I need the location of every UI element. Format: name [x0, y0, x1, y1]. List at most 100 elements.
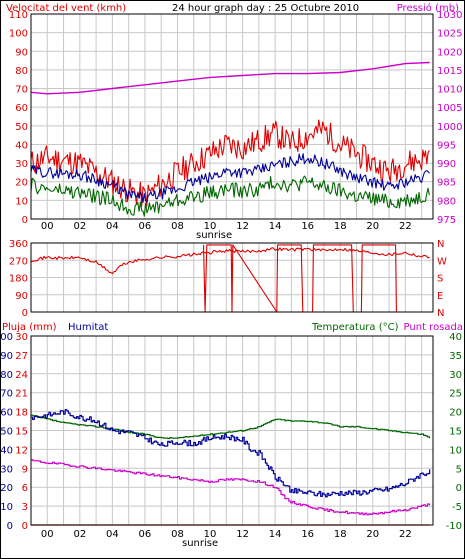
humidity-tick-label: 10: [0, 502, 13, 513]
temperature-tick-label: 10: [449, 445, 462, 456]
panel3-grid: [31, 336, 433, 525]
panel3-frame: [30, 335, 434, 526]
temperature-tick-label: 20: [449, 408, 462, 419]
panel3-humidity-ticks: 0 10 20 30 40 50 60 70 80 90 100: [0, 332, 13, 532]
x-tick-label: 10: [204, 221, 217, 232]
rain-tick-label: 0: [22, 521, 28, 532]
rain-tick-label: 9: [22, 464, 28, 475]
humidity-tick-label: 60: [0, 408, 13, 419]
panel1-left-axis-ticks: 0 10 20 30 40 50 60 70 80 90 100 110: [9, 10, 28, 226]
panel2-degree-ticks: 0 90 180 270 360: [9, 239, 28, 319]
left-axis-tick-label: 90: [15, 47, 28, 58]
temperature-tick-label: -5: [452, 502, 462, 513]
left-axis-tick-label: 70: [15, 85, 28, 96]
x-tick-label: 06: [139, 221, 152, 232]
left-axis-tick-label: 30: [15, 159, 28, 170]
x-tick-label: 22: [399, 221, 412, 232]
graph-title: 24 hour graph day : 25 Octubre 2010: [172, 3, 359, 14]
x-tick-label: 06: [139, 529, 152, 540]
right-axis-tick-label: 990: [437, 159, 456, 170]
rain-tick-label: 18: [15, 408, 28, 419]
rain-tick-label: 30: [15, 332, 28, 343]
left-axis-tick-label: 100: [9, 29, 28, 40]
degree-tick-label: 90: [15, 291, 28, 302]
temperature-tick-label: 0: [456, 483, 462, 494]
x-tick-label: 22: [399, 529, 412, 540]
x-tick-label: 08: [171, 221, 184, 232]
temperature-tick-label: 30: [449, 370, 462, 381]
temperature-axis-title: Temperatura (°C): [311, 322, 399, 333]
x-tick-label: 14: [269, 221, 282, 232]
rain-tick-label: 24: [15, 370, 28, 381]
right-axis-tick-label: 985: [437, 178, 456, 189]
rain-tick-label: 12: [15, 445, 28, 456]
degree-tick-label: 0: [22, 308, 28, 319]
left-axis-tick-label: 110: [9, 10, 28, 21]
humidity-tick-label: 30: [0, 464, 13, 475]
right-axis-tick-label: 1005: [437, 103, 462, 114]
left-axis-tick-label: 60: [15, 103, 28, 114]
x-tick-label: 20: [366, 221, 379, 232]
humidity-tick-label: 100: [0, 332, 13, 343]
humidity-tick-label: 70: [0, 389, 13, 400]
x-tick-label: 00: [41, 221, 54, 232]
left-axis-tick-label: 40: [15, 140, 28, 151]
right-axis-tick-label: 1030: [437, 10, 462, 21]
x-tick-label: 02: [73, 529, 86, 540]
panel1-right-axis-ticks: 975 980 985 990 995 1000 1005 1010 1015 1020 1025 1…: [437, 10, 462, 226]
panel3-temperature-ticks: -10 -5 0 5 10 15 20 25 30 35 40: [446, 332, 462, 532]
panel1-sunrise-label: sunrise: [196, 230, 232, 241]
compass-tick-label: W: [437, 256, 447, 267]
x-tick-label: 12: [236, 221, 249, 232]
panel1-series: [30, 61, 430, 217]
rain-axis-title: Pluja (mm): [2, 322, 57, 333]
x-tick-label: 04: [106, 529, 119, 540]
right-axis-tick-label: 1020: [437, 47, 462, 58]
panel3-x-axis-ticks: 00 02 04 06 08 10 12 14 16 18 20 22: [41, 529, 412, 540]
temperature-tick-label: 15: [449, 427, 462, 438]
x-tick-label: 20: [366, 529, 379, 540]
compass-tick-label: S: [437, 274, 443, 285]
series-magenta-line: [31, 459, 430, 516]
x-tick-label: 08: [171, 529, 184, 540]
x-tick-label: 12: [236, 529, 249, 540]
x-tick-label: 18: [334, 529, 347, 540]
right-axis-tick-label: 1010: [437, 85, 462, 96]
wind-direction-spikes: [202, 244, 397, 313]
dewpoint-axis-title: Punt rosada: [404, 322, 463, 333]
rain-tick-label: 27: [15, 351, 28, 362]
panel2-grid: [31, 243, 433, 312]
wind-speed-axis-title: Velocitat del vent (kmh): [6, 3, 126, 14]
humidity-tick-label: 40: [0, 445, 13, 456]
humidity-tick-label: 50: [0, 427, 13, 438]
compass-tick-label: E: [437, 291, 443, 302]
panel1-x-axis-ticks: 00 02 04 06 08 10 12 14 16 18 20 22: [41, 221, 412, 232]
right-axis-tick-label: 1000: [437, 122, 462, 133]
right-axis-tick-label: 1025: [437, 29, 462, 40]
degree-tick-label: 270: [9, 256, 28, 267]
series-blue-line: [31, 409, 431, 498]
x-tick-label: 00: [41, 529, 54, 540]
rain-tick-label: 21: [15, 389, 28, 400]
humidity-axis-title: Humitat: [68, 322, 108, 333]
compass-tick-label: N: [437, 239, 444, 250]
right-axis-tick-label: 975: [437, 215, 456, 226]
x-tick-label: 14: [269, 529, 282, 540]
left-axis-tick-label: 80: [15, 66, 28, 77]
panel3-rain-ticks: 0 3 6 9 12 15 18 21 24 27 30: [15, 332, 28, 532]
humidity-tick-label: 0: [7, 521, 13, 532]
x-tick-label: 10: [204, 529, 217, 540]
rain-tick-label: 15: [15, 427, 28, 438]
rain-tick-label: 6: [22, 483, 28, 494]
series-blue-line: [30, 153, 430, 203]
panel2-series: [30, 244, 430, 313]
panel3-sunrise-label: sunrise: [182, 538, 218, 549]
panel2-frame: [30, 242, 434, 313]
x-tick-label: 16: [301, 529, 314, 540]
